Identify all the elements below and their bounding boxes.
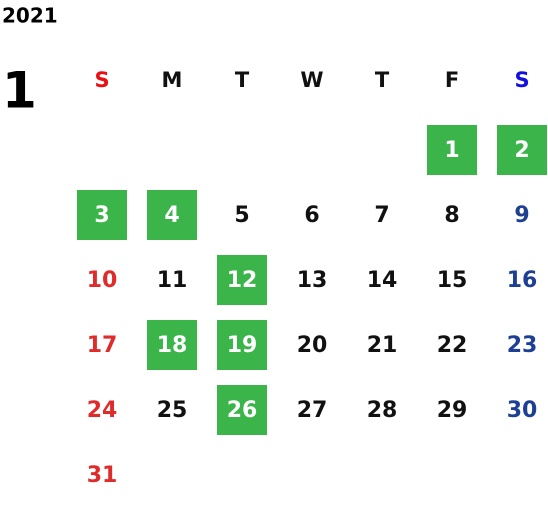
day-number: 11 [157,268,188,293]
day-number: 26 [227,398,258,423]
day-number: 30 [507,398,538,423]
highlight-box [217,320,267,370]
day-number: 8 [444,203,459,228]
day-number: 22 [437,333,468,358]
day-number: 16 [507,268,538,293]
day-number: 27 [297,398,328,423]
day-number: 7 [374,203,389,228]
day-number: 14 [367,268,398,293]
month: 1 [2,62,37,120]
day-number: 2 [514,138,529,163]
weekday-header: W [300,68,323,92]
day-number: 3 [94,203,109,228]
day-number: 6 [304,203,319,228]
day-number: 25 [157,398,188,423]
highlight-box [427,125,477,175]
day-number: 18 [157,333,188,358]
weekday-header: F [445,68,459,92]
day-number: 29 [437,398,468,423]
weekday-header: M [162,68,183,92]
day-number: 9 [514,203,529,228]
day-number: 5 [234,203,249,228]
weekday-header: T [235,68,250,92]
weekday-header: S [94,68,109,92]
day-number: 23 [507,333,538,358]
highlight-box [217,385,267,435]
day-number: 21 [367,333,398,358]
highlight-box [77,190,127,240]
weekday-header: S [514,68,529,92]
highlight-box [217,255,267,305]
day-number: 15 [437,268,468,293]
day-number: 4 [164,203,179,228]
highlight-box [497,125,547,175]
highlight-box [147,320,197,370]
day-number: 19 [227,333,258,358]
day-number: 20 [297,333,328,358]
day-number: 13 [297,268,328,293]
day-number: 17 [87,333,118,358]
day-number: 28 [367,398,398,423]
day-number: 24 [87,398,118,423]
day-number: 12 [227,268,258,293]
highlight-box [147,190,197,240]
day-number: 1 [444,138,459,163]
day-number: 10 [87,268,118,293]
weekday-header: T [375,68,390,92]
day-number: 31 [87,463,118,488]
year: 2021 [2,4,58,28]
